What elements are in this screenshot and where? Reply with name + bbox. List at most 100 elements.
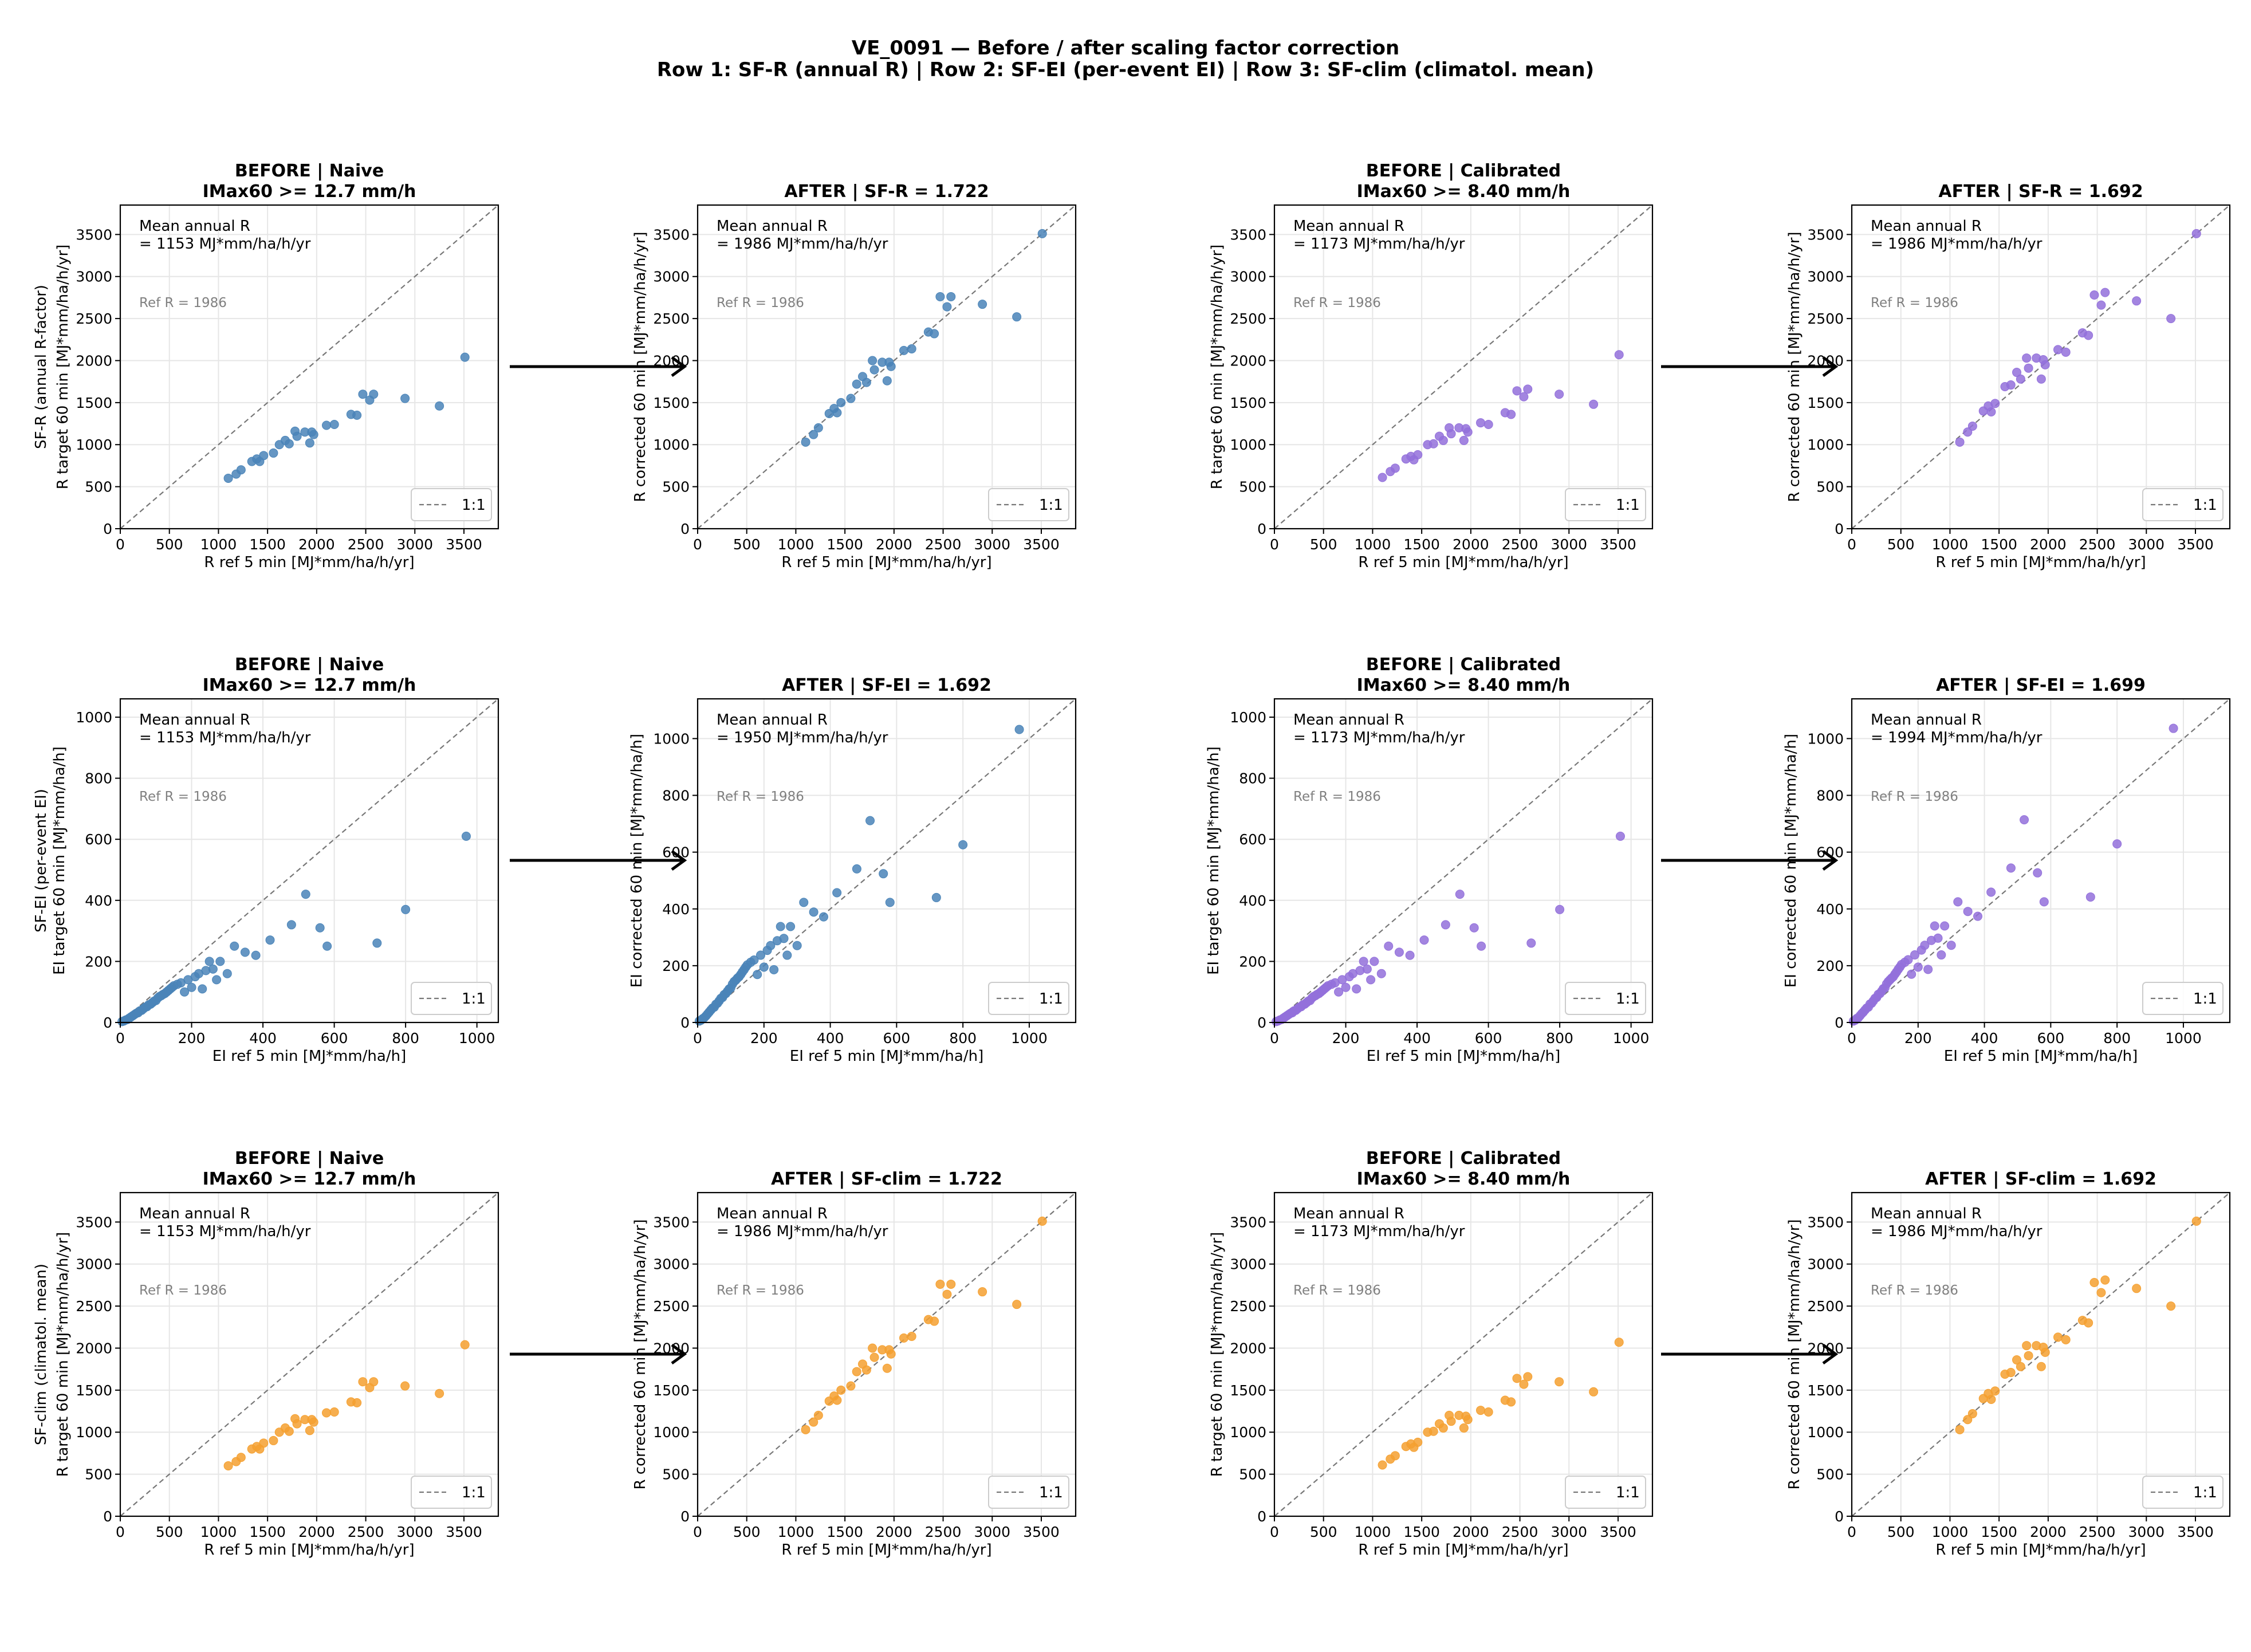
r3c1-axes-frame: [119, 1191, 499, 1517]
r2c4-point: [1930, 921, 1939, 931]
r3c2-point: [1037, 1216, 1047, 1226]
r3c2-point: [846, 1381, 856, 1391]
r1c4-annot-line1: Mean annual R: [1871, 218, 1982, 235]
r1c4-point: [2053, 345, 2063, 355]
r3c2-ref-label: Ref R = 1986: [717, 1283, 804, 1298]
r3c3-xtick-label: 3500: [1600, 1524, 1636, 1540]
r1c2-point: [978, 300, 987, 309]
r3c3-ytick-label: 500: [1239, 1466, 1266, 1483]
r2c1-point: [215, 957, 225, 966]
r3c3-xtick-label: 2500: [1502, 1524, 1538, 1540]
r2c1-annot-line1: Mean annual R: [139, 711, 250, 729]
r2c2-ytick-label: 0: [680, 1014, 690, 1031]
r3c1-point: [435, 1389, 444, 1398]
r1c3-point: [1506, 410, 1516, 419]
r3c4-one-to-one-line: [1851, 1192, 2230, 1517]
r3c4-point: [2089, 1278, 2099, 1288]
r1c2-xtick-label: 1000: [778, 536, 814, 553]
r2c4-xtick-label: 0: [1847, 1030, 1856, 1047]
r1c3-point: [1463, 427, 1473, 437]
r3c1-ref-label: Ref R = 1986: [139, 1283, 227, 1298]
r3c2-point: [899, 1333, 908, 1343]
r3c4-point: [2166, 1301, 2176, 1311]
r2c2-point: [776, 922, 785, 931]
before-after-arrowhead: [671, 849, 687, 871]
before-after-arrowhead: [1822, 356, 1839, 377]
r1c4-xtick-label: 0: [1847, 536, 1856, 553]
r3c2-ytick-label: 500: [662, 1466, 690, 1483]
r1c2-legend-box: [988, 488, 1069, 521]
r1c4-point: [1967, 421, 1977, 431]
r3c4-ref-label: Ref R = 1986: [1871, 1283, 1958, 1298]
r1c1-point: [236, 465, 246, 475]
r1c2-xtick-label: 1500: [827, 536, 863, 553]
r3c2-xtick-label: 1000: [778, 1524, 814, 1540]
r2c3-point: [1405, 950, 1415, 960]
r3c1-row-label: SF-clim (climatol. mean): [33, 1264, 50, 1445]
r3c3-xtick-label: 500: [1310, 1524, 1337, 1540]
r1c4-point: [2012, 368, 2021, 377]
r2c4-point: [1910, 950, 1919, 960]
r3c1-xlabel: R ref 5 min [MJ*mm/ha/h/yr]: [204, 1541, 414, 1559]
r2c3-one-to-one-line: [1274, 698, 1653, 1023]
r3c1-point: [329, 1407, 339, 1417]
r3c1-ytick-label: 0: [103, 1508, 112, 1525]
r1c2-point: [801, 437, 810, 447]
r1c2-ytick-label: 1000: [653, 436, 690, 453]
r2c1-ytick-label: 400: [85, 892, 112, 909]
r2c3-point: [1362, 964, 1372, 974]
r2c4-xtick-label: 400: [1971, 1030, 1998, 1047]
r3c4-ytick-label: 2500: [1807, 1298, 1844, 1315]
r3c1-point: [460, 1340, 470, 1350]
r1c2-point: [836, 398, 846, 407]
r3c3-title-line1: BEFORE | Calibrated: [1366, 1148, 1561, 1169]
r2c2-point: [786, 922, 796, 931]
r3c4-annot-line1: Mean annual R: [1871, 1205, 1982, 1222]
r3c3-xtick-label: 2000: [1453, 1524, 1489, 1540]
r3c2-point: [886, 1349, 896, 1359]
r2c1-ytick-label: 800: [85, 770, 112, 787]
r3c3-ytick-label: 0: [1257, 1508, 1266, 1525]
r2c2-title: AFTER | SF-EI = 1.692: [782, 675, 991, 695]
r1c4-point: [2084, 331, 2093, 340]
r2c4-xtick-label: 1000: [2165, 1030, 2202, 1047]
r1c1-ref-label: Ref R = 1986: [139, 296, 227, 310]
r3c1-xtick-label: 1000: [200, 1524, 237, 1540]
r1c4-legend-box: [2142, 488, 2224, 521]
r2c4-annot-line2: = 1994 MJ*mm/ha/h/yr: [1871, 729, 2043, 746]
r1c2-point: [899, 345, 908, 355]
r2c4-point: [2112, 839, 2122, 849]
r2c4-ytick-label: 0: [1835, 1014, 1844, 1031]
r2c1-point: [286, 920, 296, 930]
r2c2-point: [759, 962, 769, 972]
r1c4-point: [2040, 360, 2050, 369]
r3c1-ytick-label: 500: [85, 1466, 112, 1483]
r3c3-ytick-label: 1000: [1230, 1424, 1266, 1441]
r2c4-ytick-label: 800: [1816, 788, 1844, 804]
r1c1-axes-frame: [119, 204, 499, 530]
r2c1-point: [208, 964, 218, 974]
r2c2-annot-line2: = 1950 MJ*mm/ha/h/yr: [717, 729, 888, 746]
r1c3-annot-line1: Mean annual R: [1293, 218, 1404, 235]
r1c2-point: [1037, 229, 1047, 238]
r1c4-xtick-label: 1500: [1981, 536, 2017, 553]
r3c2-point: [907, 1331, 916, 1341]
r3c2-xlabel: R ref 5 min [MJ*mm/ha/h/yr]: [781, 1541, 991, 1559]
r2c2-point: [769, 965, 779, 974]
r1c4-point: [2166, 314, 2176, 324]
r3c2-xtick-label: 2500: [925, 1524, 962, 1540]
r2c1-point: [251, 950, 261, 960]
r1c3-ytick-label: 2500: [1230, 310, 1266, 327]
figure-title: VE_0091 — Before / after scaling factor …: [851, 37, 1400, 60]
r2c4-point: [1937, 950, 1946, 960]
r1c1-ytick-label: 500: [85, 479, 112, 495]
r1c2-legend-label: 1:1: [1039, 497, 1063, 514]
r2c4-annot-line1: Mean annual R: [1871, 711, 1982, 729]
r3c4-ytick-label: 3500: [1807, 1214, 1844, 1230]
r1c2-one-to-one-line: [697, 204, 1076, 529]
r1c1-annot-line1: Mean annual R: [139, 218, 250, 235]
r2c3-point: [1341, 982, 1351, 992]
r2c3-point: [1366, 975, 1376, 985]
